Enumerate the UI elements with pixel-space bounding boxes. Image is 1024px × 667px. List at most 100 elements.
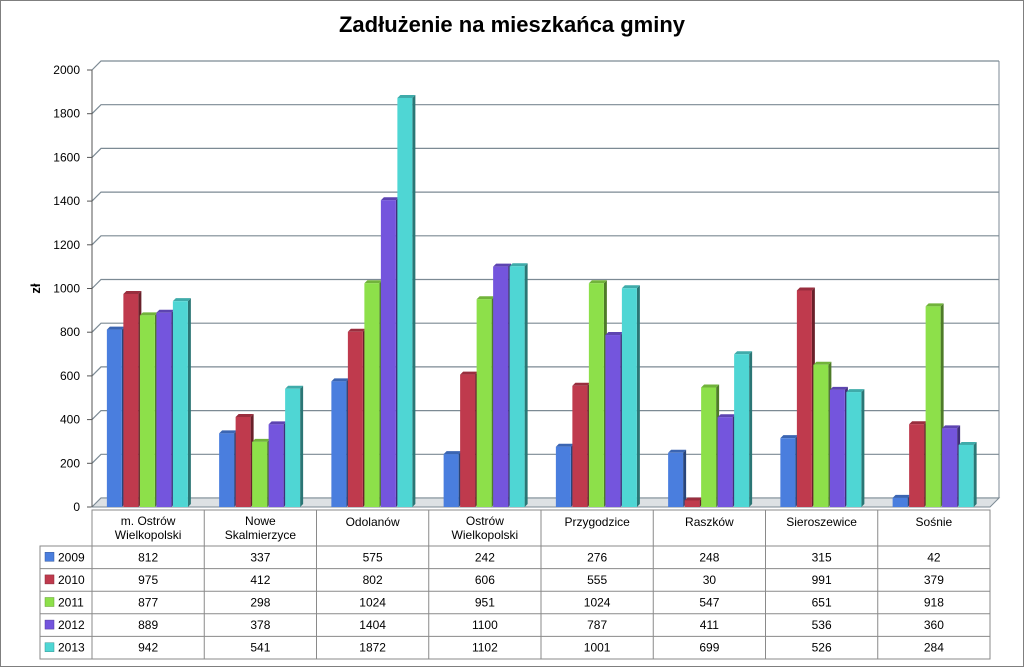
bar-top (925, 303, 944, 307)
bar-top (509, 263, 528, 267)
bar-top (219, 430, 238, 434)
category-label: Odolanów (346, 515, 400, 529)
gridline (91, 366, 999, 377)
legend-swatch (44, 619, 55, 630)
bar (139, 315, 155, 507)
y-tick-label: 400 (60, 413, 80, 427)
bar (958, 444, 974, 507)
bar-top (668, 449, 687, 453)
bar (588, 283, 604, 507)
data-label: 242 (475, 550, 495, 564)
y-tick-label: 1000 (53, 282, 80, 296)
bar-top (588, 280, 607, 284)
bar-top (796, 287, 815, 291)
bar-top (443, 451, 462, 455)
bar-side (187, 298, 191, 507)
category-label: Nowe (245, 514, 276, 528)
data-label: 547 (699, 596, 719, 610)
bar (123, 293, 139, 507)
bar (668, 452, 684, 507)
data-label: 1001 (584, 641, 611, 655)
bar-side (412, 94, 416, 507)
bar-top (252, 438, 271, 442)
bar (813, 364, 829, 507)
bar-top (813, 361, 832, 365)
bar-side (861, 389, 865, 507)
bar-top (476, 296, 495, 300)
legend-swatch (44, 552, 55, 562)
bar (925, 306, 941, 507)
bar (942, 428, 958, 507)
bar-top (364, 280, 383, 284)
category-label: Raszków (685, 515, 734, 529)
category-label: Skalmierzyce (225, 528, 297, 542)
bar (909, 424, 925, 507)
y-axis-label: zł (28, 283, 43, 294)
bar (892, 497, 908, 507)
bar (235, 416, 251, 507)
bar (106, 329, 122, 507)
gridline (91, 410, 999, 421)
data-label: 315 (812, 550, 832, 564)
bar-top (139, 312, 158, 316)
bar-top (156, 309, 175, 313)
bar (219, 433, 235, 507)
data-label: 378 (250, 618, 270, 632)
bar (156, 312, 172, 507)
y-tick-label: 1600 (53, 150, 80, 164)
bar-top (123, 290, 142, 294)
data-label: 575 (363, 550, 383, 564)
data-label: 526 (812, 641, 832, 655)
category-label: Sośnie (916, 515, 953, 529)
bar (509, 266, 525, 507)
data-label: 699 (699, 641, 719, 655)
bar-top (958, 441, 977, 445)
category-label: Ostrów (466, 514, 504, 528)
bar-top (172, 298, 191, 302)
category-label: Wielkopolski (115, 528, 182, 542)
legend-label: 2013 (58, 641, 85, 655)
bar (621, 288, 637, 507)
bar (846, 392, 862, 507)
y-tick-label: 800 (60, 325, 80, 339)
data-label: 889 (138, 618, 158, 632)
legend-label: 2009 (58, 550, 85, 564)
bar (443, 454, 459, 507)
data-label: 298 (250, 596, 270, 610)
gridline (91, 278, 999, 289)
legend-swatch (44, 597, 55, 607)
bar-top (460, 371, 479, 375)
data-label: 337 (250, 550, 270, 564)
legend-label: 2010 (58, 573, 85, 587)
data-label: 1024 (359, 596, 386, 610)
bar-side (973, 441, 977, 507)
data-label: 284 (924, 641, 944, 655)
data-label: 42 (927, 550, 941, 564)
gridline (91, 104, 999, 115)
data-label: 411 (700, 618, 719, 632)
bar-top (555, 443, 574, 447)
bar (460, 374, 476, 507)
bar (331, 381, 347, 507)
bar-top (701, 384, 720, 388)
bar-side (749, 351, 753, 507)
gridline (91, 191, 999, 202)
bar (380, 200, 396, 507)
data-label: 379 (924, 573, 944, 587)
bar (493, 266, 509, 507)
y-tick-label: 200 (60, 456, 80, 470)
gridline (91, 322, 999, 333)
bar (364, 283, 380, 507)
bar-top (331, 378, 350, 382)
bar-top (347, 328, 366, 332)
bar-top (493, 263, 512, 267)
bar-top (780, 435, 799, 439)
data-label: 541 (250, 641, 270, 655)
data-label: 975 (138, 573, 158, 587)
bar-top (717, 414, 736, 418)
bar-top (605, 332, 624, 336)
bar-top (235, 413, 254, 417)
data-label: 787 (587, 618, 607, 632)
bar (347, 331, 363, 507)
y-tick-label: 1400 (53, 194, 80, 208)
